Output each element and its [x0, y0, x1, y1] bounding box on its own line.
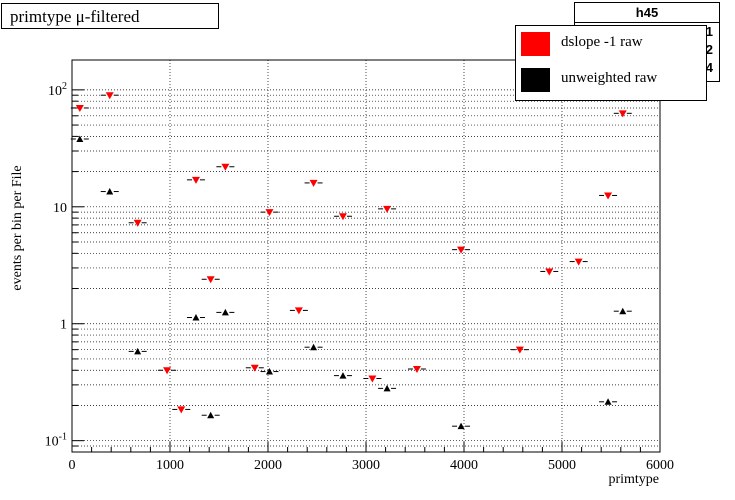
data-point-unweighted: [192, 314, 200, 321]
y-tick-label: 1: [60, 318, 67, 333]
data-point-unweighted: [134, 347, 142, 355]
data-point-dslope: [133, 219, 142, 227]
data-point-dslope: [545, 268, 554, 276]
data-point-dslope: [309, 179, 318, 187]
stats-histogram-name: h45: [575, 3, 719, 23]
x-tick-label: 3000: [352, 458, 380, 473]
data-point-dslope: [383, 205, 392, 213]
x-tick-label: 4000: [450, 458, 478, 473]
data-point-dslope: [515, 346, 524, 354]
data-point-unweighted: [383, 384, 391, 392]
x-tick-label: 1000: [156, 458, 184, 473]
data-point-dslope: [105, 92, 114, 100]
data-point-unweighted: [207, 411, 215, 419]
data-point-dslope: [221, 163, 230, 171]
chart-title: primtype μ-filtered: [1, 3, 219, 29]
y-tick-label: 10: [53, 201, 67, 216]
data-point-dslope: [618, 110, 627, 118]
legend: dslope -1 raw unweighted raw: [515, 25, 707, 101]
x-tick-label: 2000: [254, 458, 282, 473]
data-point-unweighted: [76, 135, 84, 142]
data-point-unweighted: [619, 307, 627, 315]
legend-item-dslope: dslope -1 raw: [521, 30, 701, 58]
grid-lines: [72, 60, 660, 452]
data-point-unweighted: [106, 188, 114, 195]
legend-swatch-black: [521, 68, 550, 92]
data-point-unweighted: [604, 398, 612, 405]
data-point-dslope: [177, 406, 186, 414]
data-point-dslope: [294, 307, 303, 315]
data-point-dslope: [604, 192, 613, 200]
y-axis-label: events per bin per File: [10, 165, 25, 291]
axes: 0 1000 2000 3000 4000 5000 6000 10-1 1 10 102: [45, 81, 674, 473]
data-point-dslope: [250, 364, 259, 372]
data-markers: [70, 92, 632, 430]
x-tick-label: 0: [69, 458, 76, 473]
legend-label-unweighted: unweighted raw: [561, 70, 658, 86]
data-point-dslope: [265, 209, 274, 217]
data-point-dslope: [163, 367, 172, 375]
data-point-dslope: [338, 213, 347, 221]
legend-label-dslope: dslope -1 raw: [561, 34, 643, 50]
data-point-dslope: [412, 366, 421, 374]
x-tick-label: 6000: [646, 458, 674, 473]
data-point-unweighted: [310, 343, 318, 351]
x-axis-label: primtype: [608, 472, 659, 487]
data-point-unweighted: [265, 368, 273, 375]
data-point-dslope: [191, 176, 200, 184]
data-point-dslope: [75, 104, 84, 112]
data-point-dslope: [206, 276, 215, 284]
legend-swatch-red: [521, 32, 550, 56]
legend-item-unweighted: unweighted raw: [521, 66, 701, 94]
y-tick-label: 102: [48, 81, 67, 99]
x-tick-label: 5000: [548, 458, 576, 473]
data-point-dslope: [457, 246, 466, 254]
data-point-dslope: [368, 375, 377, 383]
y-tick-label: 10-1: [45, 432, 67, 450]
data-point-dslope: [574, 258, 583, 266]
data-point-unweighted: [339, 372, 347, 379]
data-point-unweighted: [221, 308, 229, 316]
data-point-unweighted: [457, 422, 465, 430]
